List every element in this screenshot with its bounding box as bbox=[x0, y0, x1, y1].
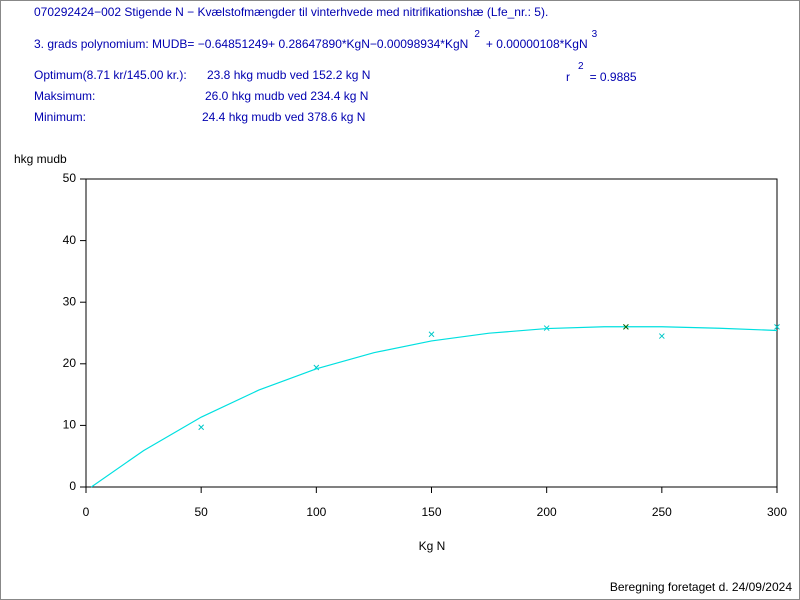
r2-label: r bbox=[566, 70, 570, 84]
x-tick-label: 300 bbox=[767, 505, 787, 519]
poly-exp: 3 bbox=[592, 29, 598, 40]
poly-exp: 2 bbox=[474, 29, 480, 40]
point-stroke bbox=[658, 333, 665, 339]
point bbox=[623, 323, 629, 330]
polynomial: 3. grads polynomium: MUDB= −0.64851249+ … bbox=[34, 29, 598, 52]
optimum-value: 23.8 hkg mudb ved 152.2 kg N bbox=[207, 68, 370, 82]
r2-value: = 0.9885 bbox=[590, 70, 637, 84]
point bbox=[198, 424, 205, 431]
r2-exp: 2 bbox=[578, 61, 584, 72]
point-stroke bbox=[623, 323, 629, 330]
point-stroke bbox=[198, 424, 205, 431]
y-tick-label: 10 bbox=[63, 418, 77, 432]
minimum-value: 24.4 hkg mudb ved 378.6 kg N bbox=[202, 110, 365, 124]
y-tick-label: 20 bbox=[63, 356, 77, 370]
footer: Beregning foretaget d. 24/09/2024 bbox=[610, 580, 792, 594]
x-tick-label: 100 bbox=[306, 505, 326, 519]
optimum-label: Optimum(8.71 kr/145.00 kr.): bbox=[34, 68, 187, 82]
title: 070292424−002 Stigende N − Kvælstofmængd… bbox=[34, 5, 548, 19]
point bbox=[774, 323, 780, 330]
y-tick-label: 0 bbox=[69, 479, 76, 493]
y-tick-label: 50 bbox=[63, 171, 77, 185]
r2: r2 = 0.9885 bbox=[566, 61, 637, 85]
y-axis-label: hkg mudb bbox=[14, 152, 67, 166]
point-stroke bbox=[774, 323, 780, 330]
x-tick-label: 0 bbox=[83, 505, 90, 519]
maximum-value: 26.0 hkg mudb ved 234.4 kg N bbox=[205, 89, 368, 103]
maximum-label: Maksimum: bbox=[34, 89, 95, 103]
poly-text: 3. grads polynomium: MUDB= −0.64851249+ … bbox=[34, 37, 468, 51]
point-stroke bbox=[428, 331, 435, 338]
poly-text: + 0.00000108*KgN bbox=[486, 37, 588, 51]
x-tick-label: 200 bbox=[537, 505, 557, 519]
x-tick-label: 250 bbox=[652, 505, 672, 519]
minimum-label: Minimum: bbox=[34, 110, 86, 124]
y-tick-label: 40 bbox=[63, 233, 77, 247]
x-tick-label: 150 bbox=[421, 505, 441, 519]
point bbox=[658, 333, 665, 339]
x-axis-label: Kg N bbox=[419, 539, 446, 553]
y-tick-label: 30 bbox=[63, 294, 77, 308]
fit-line bbox=[90, 326, 778, 488]
point bbox=[428, 331, 435, 338]
x-tick-label: 50 bbox=[194, 505, 208, 519]
